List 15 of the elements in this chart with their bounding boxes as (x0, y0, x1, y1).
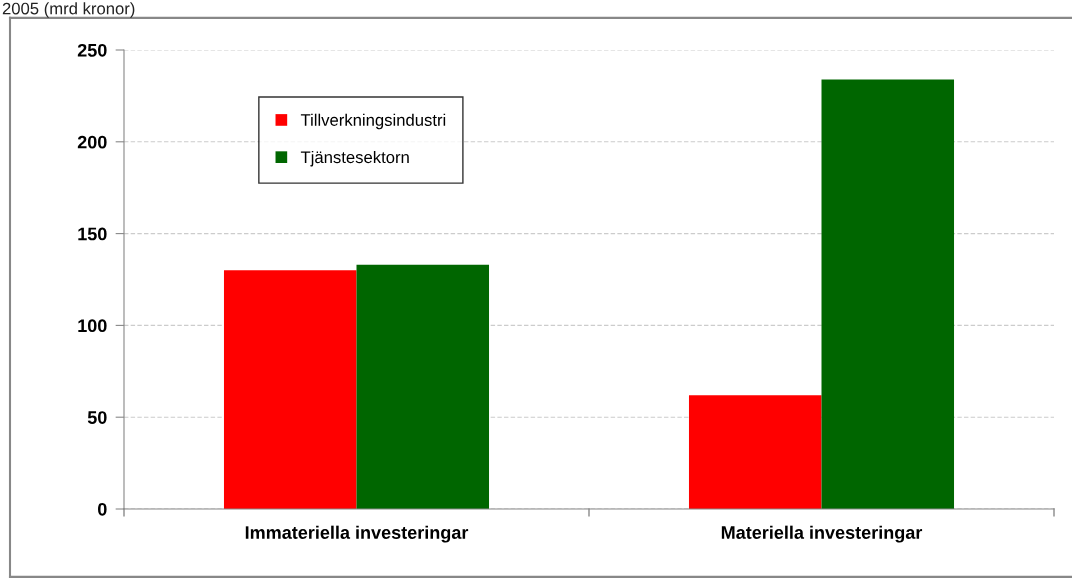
chart-title: 2005 (mrd kronor) (2, 2, 135, 18)
bar (821, 79, 955, 509)
x-tick-label: Immateriella investeringar (245, 525, 469, 543)
legend-label: Tillverkningsindustri (300, 113, 446, 130)
y-tick-label: 150 (78, 227, 107, 241)
y-tick-label: 0 (98, 502, 107, 516)
x-tick-label: Materiella investeringar (721, 525, 923, 543)
y-tick-label: 250 (77, 43, 107, 57)
y-tick-label: 200 (77, 135, 107, 149)
bar (688, 395, 822, 509)
y-tick-label: 100 (78, 319, 107, 333)
bar (223, 270, 357, 509)
bar (356, 264, 490, 509)
legend-label: Tjänstesektorn (300, 150, 409, 167)
y-tick-label: 50 (87, 411, 107, 424)
